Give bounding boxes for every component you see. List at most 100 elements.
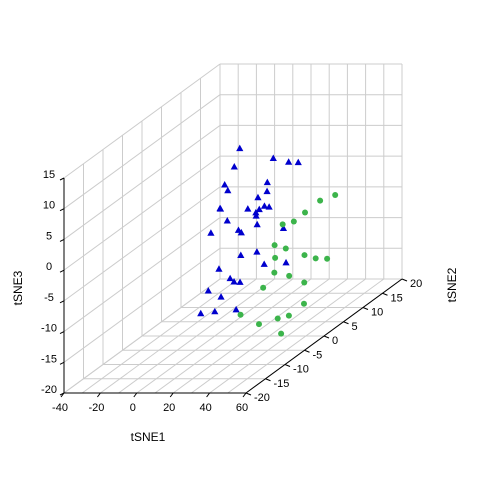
triangle-data-point: [197, 309, 205, 317]
triangle-data-point: [269, 154, 277, 161]
z-tick-label: 15: [43, 169, 55, 181]
circle-data-point: [278, 330, 285, 337]
circle-data-point: [274, 315, 281, 322]
circle-data-point: [302, 209, 309, 216]
circle-data-point: [301, 252, 308, 259]
y-axis-title: tSNE2: [445, 267, 459, 302]
circle-data-point: [282, 245, 289, 252]
y-tick-label: -15: [274, 378, 290, 390]
triangle-data-point: [236, 144, 244, 152]
triangle-data-point: [252, 208, 260, 216]
z-tick-label: -15: [41, 353, 57, 365]
circle-data-point: [260, 284, 267, 291]
z-tick-label: 5: [46, 230, 52, 242]
triangle-data-point: [254, 193, 262, 201]
z-tick-mark: [59, 208, 65, 212]
x-tick-label: 0: [130, 402, 136, 414]
x-tick-mark: [97, 392, 101, 398]
tick-labels: -40 -20 0 20 40 60-20-15-10-505101520-20-15-1…: [41, 169, 422, 414]
y-tick-label: 20: [410, 278, 422, 290]
y-tick-mark: [304, 349, 310, 353]
z-tick-label: -10: [41, 323, 57, 335]
z-tick-mark: [59, 269, 65, 273]
z-tick-mark: [59, 300, 65, 304]
triangle-data-point: [204, 286, 212, 294]
triangle-data-point: [215, 265, 223, 272]
z-tick-label: -20: [41, 384, 57, 396]
triangle-data-point: [216, 204, 224, 212]
triangle-data-point: [217, 293, 225, 300]
z-tick-label: 0: [46, 261, 52, 273]
y-tick-label: 10: [371, 307, 383, 319]
x-tick-label: 60: [236, 402, 248, 414]
y-tick-mark: [284, 364, 291, 367]
circle-data-point: [324, 255, 331, 262]
triangle-data-point: [230, 163, 238, 170]
triangle-data-point: [244, 205, 252, 212]
triangle-data-point: [230, 278, 238, 285]
y-tick-label: 0: [332, 335, 338, 347]
triangle-data-point: [263, 178, 271, 186]
z-axis-title: tSNE3: [11, 270, 25, 305]
triangle-data-point: [237, 228, 245, 236]
circle-data-point: [312, 255, 319, 262]
y-tick-label: -10: [293, 364, 309, 376]
y-tick-label: 5: [352, 321, 358, 333]
triangle-data-point: [226, 274, 234, 282]
triangle-data-point: [294, 158, 302, 166]
data-points: [197, 144, 339, 337]
triangle-data-point: [253, 248, 261, 255]
circle-data-point: [256, 321, 262, 328]
triangle-data-point: [285, 158, 293, 165]
y-tick-mark: [343, 321, 349, 325]
x-tick-label: -20: [88, 402, 104, 414]
y-tick-mark: [362, 307, 369, 310]
triangle-data-point: [232, 305, 240, 313]
triangle-data-point: [237, 251, 245, 258]
y-tick-mark: [265, 378, 271, 382]
y-tick-mark: [245, 392, 252, 396]
triangle-data-point: [255, 205, 263, 213]
z-tick-mark: [59, 177, 65, 181]
x-axis-title: tSNE1: [131, 430, 166, 444]
y-tick-mark: [382, 292, 388, 296]
z-tick-mark: [59, 361, 65, 365]
triangle-data-point: [223, 217, 231, 224]
circle-data-point: [285, 312, 292, 319]
triangle-data-point: [252, 212, 260, 219]
x-tick-mark: [169, 392, 174, 398]
y-tick-mark: [401, 278, 408, 282]
x-tick-mark: [206, 392, 211, 398]
grid-lines: [63, 63, 403, 394]
x-tick-label: 20: [163, 402, 175, 414]
x-tick-mark: [242, 392, 247, 398]
circle-data-point: [237, 311, 244, 318]
triangle-data-point: [260, 260, 268, 267]
circle-data-point: [300, 300, 307, 307]
x-tick-label: -40: [52, 402, 68, 414]
z-tick-label: 10: [43, 200, 55, 212]
circle-data-point: [271, 242, 278, 249]
circle-data-point: [279, 221, 286, 228]
x-tick-label: 40: [199, 402, 211, 414]
z-tick-mark: [59, 392, 65, 396]
triangle-data-point: [263, 187, 271, 195]
circle-data-point: [271, 269, 278, 276]
circle-data-point: [301, 279, 308, 286]
z-tick-mark: [59, 331, 65, 335]
triangle-data-point: [253, 220, 261, 228]
plot-box: [59, 177, 408, 398]
z-tick-mark: [59, 238, 65, 242]
triangle-data-point: [211, 307, 219, 315]
triangle-data-point: [282, 258, 290, 266]
triangle-data-point: [279, 224, 288, 231]
circle-data-point: [290, 218, 297, 225]
circle-data-point: [332, 191, 339, 198]
y-tick-label: -20: [254, 392, 270, 404]
triangle-data-point: [224, 186, 232, 194]
triangle-data-point: [260, 202, 269, 209]
x-tick-mark: [133, 392, 138, 398]
circle-data-point: [272, 254, 279, 261]
circle-data-point: [286, 272, 293, 279]
